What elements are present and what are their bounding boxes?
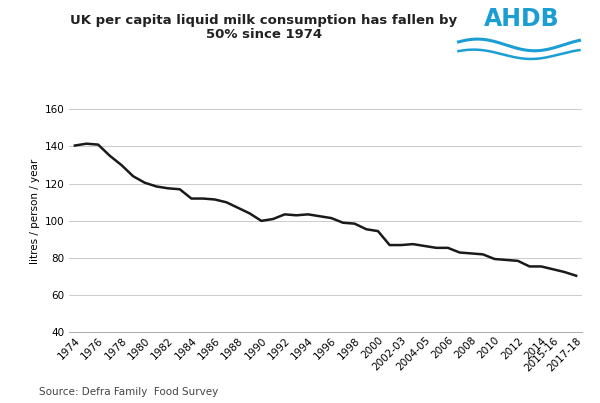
Y-axis label: litres / person / year: litres / person / year bbox=[29, 159, 40, 264]
Text: Source: Defra Family  Food Survey: Source: Defra Family Food Survey bbox=[39, 387, 218, 397]
Text: AHDB: AHDB bbox=[484, 7, 559, 31]
Text: UK per capita liquid milk consumption has fallen by: UK per capita liquid milk consumption ha… bbox=[70, 14, 458, 27]
Text: 50% since 1974: 50% since 1974 bbox=[206, 28, 322, 41]
